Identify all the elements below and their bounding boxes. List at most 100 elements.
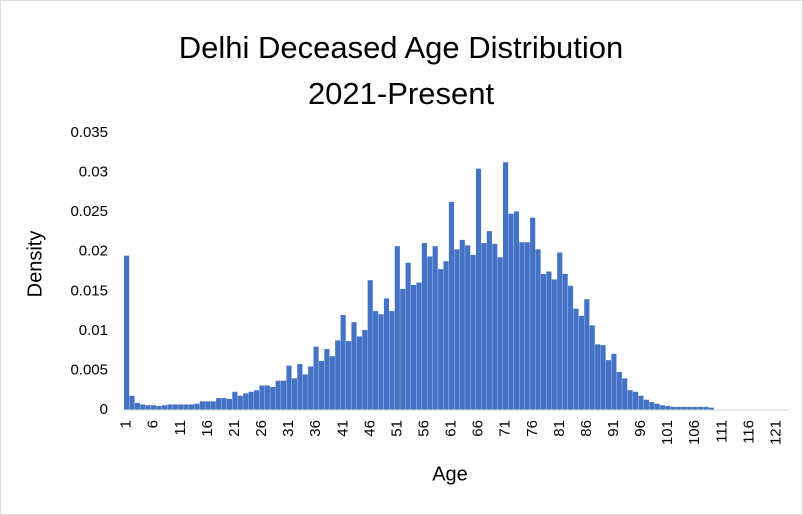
bar bbox=[367, 280, 373, 410]
bar bbox=[394, 246, 400, 410]
bar bbox=[508, 213, 514, 410]
bar bbox=[421, 243, 427, 410]
bar bbox=[427, 256, 433, 410]
bar bbox=[513, 211, 519, 410]
bar bbox=[286, 365, 292, 410]
bar bbox=[692, 406, 698, 410]
x-tick-label: 6 bbox=[145, 420, 162, 428]
bar bbox=[400, 288, 406, 410]
bar bbox=[486, 231, 492, 410]
x-tick-label: 36 bbox=[307, 420, 324, 437]
bar bbox=[275, 380, 281, 410]
bar bbox=[432, 246, 438, 410]
bar bbox=[156, 406, 162, 410]
x-tick-label: 1 bbox=[118, 420, 135, 428]
bar bbox=[687, 406, 693, 410]
bar bbox=[216, 398, 222, 410]
bar bbox=[611, 353, 617, 410]
bar bbox=[578, 315, 584, 410]
bar bbox=[378, 314, 384, 410]
chart-title: Delhi Deceased Age Distribution bbox=[179, 30, 624, 65]
bar bbox=[129, 395, 135, 410]
x-tick-label: 71 bbox=[497, 420, 514, 437]
y-tick-label: 0.025 bbox=[70, 203, 108, 220]
bar bbox=[622, 378, 628, 410]
x-tick-label: 26 bbox=[253, 420, 270, 437]
bar bbox=[264, 385, 270, 410]
bar bbox=[540, 273, 547, 410]
bar bbox=[616, 372, 622, 410]
bar bbox=[438, 269, 444, 410]
bar bbox=[243, 393, 249, 410]
bar bbox=[643, 399, 649, 410]
x-tick-label: 106 bbox=[686, 420, 703, 445]
x-tick-label: 31 bbox=[280, 420, 297, 437]
bar bbox=[205, 401, 211, 410]
bar bbox=[530, 217, 536, 410]
bar bbox=[140, 404, 146, 410]
bar bbox=[318, 360, 325, 410]
bar bbox=[329, 356, 335, 410]
bar bbox=[183, 404, 189, 410]
bar bbox=[253, 390, 260, 410]
x-tick-label: 96 bbox=[632, 420, 649, 437]
bar bbox=[151, 405, 157, 410]
bar bbox=[199, 401, 205, 410]
y-tick-label: 0.02 bbox=[79, 243, 108, 260]
x-tick-label: 81 bbox=[551, 420, 568, 437]
bar bbox=[481, 243, 487, 410]
bar bbox=[492, 243, 498, 410]
bar bbox=[627, 390, 633, 410]
bar bbox=[676, 406, 682, 410]
bar bbox=[161, 405, 168, 410]
x-tick-label: 46 bbox=[361, 420, 378, 437]
x-tick-label: 61 bbox=[443, 420, 460, 437]
y-tick-label: 0.03 bbox=[79, 164, 108, 181]
x-tick-label: 86 bbox=[578, 420, 595, 437]
bar bbox=[313, 346, 319, 410]
bar bbox=[600, 345, 606, 410]
x-tick-label: 116 bbox=[740, 420, 757, 444]
bar bbox=[519, 242, 525, 410]
x-tick-label: 16 bbox=[199, 420, 216, 437]
y-tick-label: 0.005 bbox=[70, 361, 108, 378]
bar bbox=[654, 403, 660, 410]
bar bbox=[595, 344, 601, 410]
bar bbox=[145, 405, 151, 410]
bar bbox=[649, 402, 655, 410]
bar bbox=[194, 403, 200, 410]
bar bbox=[270, 387, 276, 410]
bar bbox=[568, 285, 574, 410]
bar bbox=[188, 404, 195, 410]
bar bbox=[670, 406, 677, 410]
x-tick-label: 66 bbox=[470, 420, 487, 437]
bar bbox=[172, 404, 178, 410]
bar bbox=[167, 404, 173, 410]
bar bbox=[356, 336, 362, 410]
bar bbox=[410, 284, 417, 410]
bar bbox=[308, 366, 314, 410]
bar bbox=[465, 245, 471, 410]
bar bbox=[226, 398, 233, 410]
bar bbox=[389, 311, 395, 410]
bar bbox=[259, 385, 265, 410]
bar bbox=[535, 249, 541, 410]
bar bbox=[134, 402, 140, 410]
bar bbox=[291, 378, 297, 410]
bar bbox=[346, 341, 352, 410]
bar bbox=[124, 255, 130, 410]
bar bbox=[459, 239, 465, 410]
bar bbox=[475, 168, 482, 410]
bar bbox=[178, 404, 184, 410]
bar bbox=[605, 360, 612, 410]
bar bbox=[584, 299, 590, 410]
bar bbox=[503, 162, 509, 410]
bar bbox=[551, 279, 557, 410]
x-tick-label: 76 bbox=[524, 420, 541, 437]
bar bbox=[557, 252, 563, 410]
x-axis-label: Age bbox=[432, 463, 468, 485]
bar bbox=[589, 325, 595, 410]
bar bbox=[232, 391, 238, 410]
bar bbox=[221, 398, 227, 410]
